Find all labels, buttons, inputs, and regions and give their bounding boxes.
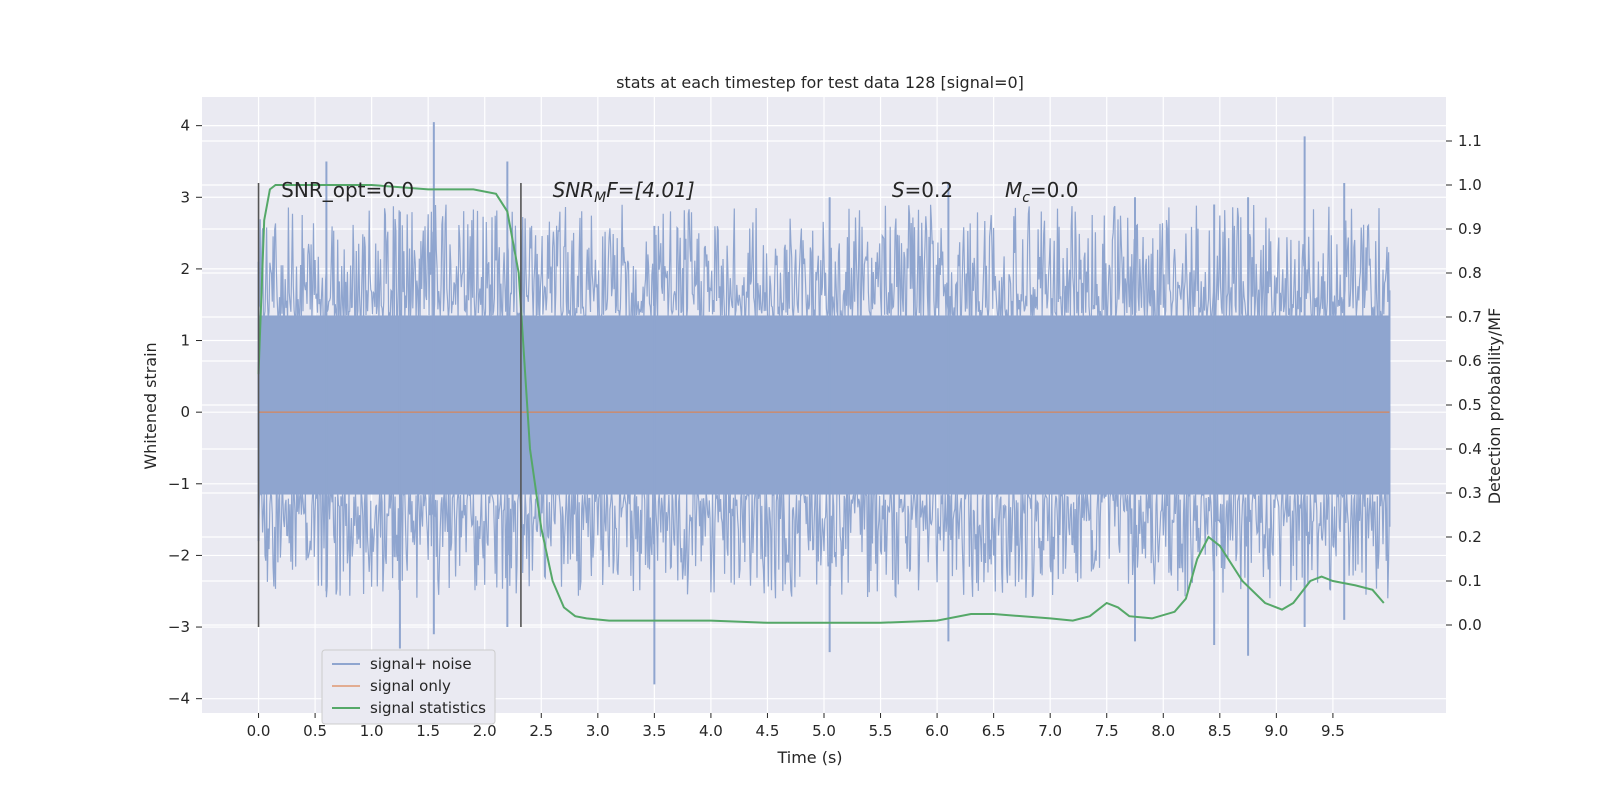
yr-tick-label-2: 0.2 (1458, 528, 1482, 546)
yl-tick-label-8: 4 (180, 117, 190, 135)
x-axis-ticks: 0.0 0.5 1.0 1.5 2.0 2.5 3.0 3.5 4.0 4.5 5.0 5.5 6.0 6… (247, 713, 1345, 740)
x-tick-label-15: 7.5 (1095, 722, 1119, 740)
x-tick-label-2: 1.0 (360, 722, 384, 740)
chart-title: stats at each timestep for test data 128… (616, 73, 1024, 92)
yr-tick-label-6: 0.6 (1458, 352, 1482, 370)
yr-tick-label-4: 0.4 (1458, 440, 1482, 458)
x-tick-label-0: 0.0 (247, 722, 271, 740)
legend-box (321, 649, 496, 725)
annotations: SNR_opt=0.0 SNRMF=[4.01] S=0.2 Mc=0.0 (281, 178, 1078, 206)
yr-tick-label-7: 0.7 (1458, 308, 1482, 326)
x-tick-label-18: 9.0 (1264, 722, 1288, 740)
x-tick-label-5: 2.5 (529, 722, 553, 740)
y-left-axis-label: Whitened strain (141, 342, 160, 469)
yl-tick-label-7: 3 (180, 188, 190, 206)
yr-tick-label-3: 0.3 (1458, 484, 1482, 502)
yr-tick-label-5: 0.5 (1458, 396, 1482, 414)
signal-statistics-line (257, 184, 1385, 624)
annotation-1: SNRMF=[4.01] (553, 178, 695, 206)
vertical-markers (257, 182, 522, 628)
series-signal-noise (257, 122, 1391, 685)
x-axis-label: Time (s) (776, 748, 842, 767)
yr-tick-label-11: 1.1 (1458, 132, 1482, 150)
x-tick-label-17: 8.5 (1208, 722, 1232, 740)
yr-tick-label-0: 0.0 (1458, 616, 1482, 634)
yr-tick-label-8: 0.8 (1458, 264, 1482, 282)
x-tick-label-3: 1.5 (416, 722, 440, 740)
legend: signal+ noise signal only signal statist… (321, 649, 496, 725)
yl-tick-label-0: −4 (168, 690, 190, 708)
yl-tick-label-3: −1 (168, 475, 190, 493)
yl-tick-label-5: 1 (180, 332, 190, 350)
annotation-0: SNR_opt=0.0 (281, 178, 414, 202)
yr-tick-label-1: 0.1 (1458, 572, 1482, 590)
series-signal-statistics (257, 184, 1385, 624)
legend-label-signal-noise: signal+ noise (370, 655, 472, 673)
y-right-axis-ticks: 0.0 0.1 0.2 0.3 0.4 0.5 0.6 0.7 0.8 0.9 1.0 1.1 (1446, 132, 1482, 634)
noise-lower-trace (257, 488, 1391, 599)
x-tick-label-12: 6.0 (925, 722, 949, 740)
legend-label-signal-statistics: signal statistics (370, 699, 486, 717)
legend-label-signal-only: signal only (370, 677, 451, 695)
x-tick-label-9: 4.5 (756, 722, 780, 740)
x-tick-label-4: 2.0 (473, 722, 497, 740)
yr-tick-label-9: 0.9 (1458, 220, 1482, 238)
annotation-3: Mc=0.0 (1005, 178, 1079, 206)
x-tick-label-10: 5.0 (812, 722, 836, 740)
yl-tick-label-1: −3 (168, 618, 190, 636)
noise-upper-trace (257, 204, 1391, 321)
annotation-2: S=0.2 (892, 178, 953, 202)
x-tick-label-14: 7.0 (1038, 722, 1062, 740)
noise-band-core (258, 315, 1390, 495)
x-tick-label-7: 3.5 (642, 722, 666, 740)
x-tick-label-16: 8.0 (1151, 722, 1175, 740)
y-left-axis-ticks: −4 −3 −2 −1 0 1 2 3 4 (168, 117, 202, 708)
x-tick-label-6: 3.0 (586, 722, 610, 740)
y-right-axis-label: Detection probability/MF (1485, 308, 1504, 505)
x-tick-label-13: 6.5 (982, 722, 1006, 740)
yl-tick-label-4: 0 (180, 403, 190, 421)
yr-tick-label-10: 1.0 (1458, 176, 1482, 194)
x-tick-label-1: 0.5 (303, 722, 327, 740)
x-tick-label-19: 9.5 (1321, 722, 1345, 740)
x-tick-label-8: 4.0 (699, 722, 723, 740)
yl-tick-label-6: 2 (180, 260, 190, 278)
yl-tick-label-2: −2 (168, 546, 190, 564)
x-tick-label-11: 5.5 (869, 722, 893, 740)
